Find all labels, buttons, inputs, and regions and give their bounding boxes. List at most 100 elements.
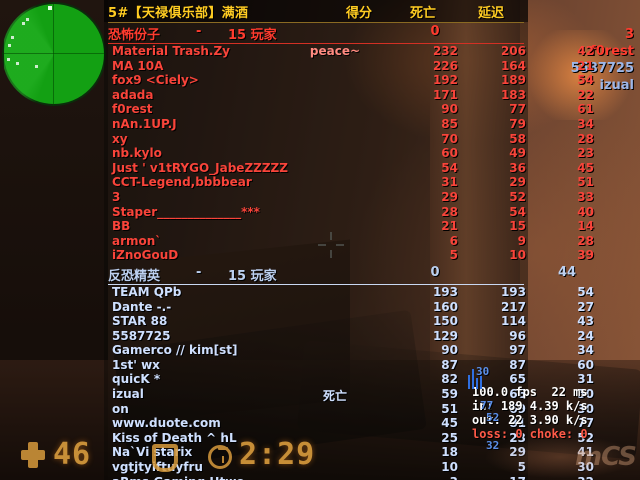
radar-axis-vertical xyxy=(53,2,54,106)
player-name: STAR 88 xyxy=(112,314,168,329)
netgraph-gauge-label: 32 xyxy=(486,439,499,453)
player-score: 82 xyxy=(441,372,458,387)
radar-blip xyxy=(16,62,19,65)
player-score: 60 xyxy=(441,146,458,161)
player-deaths: 10 xyxy=(509,248,526,263)
scoreboard-row: quicK * 82 65 31 xyxy=(104,372,594,387)
player-score: 192 xyxy=(432,73,458,88)
watermark: mCS xyxy=(486,436,636,478)
player-deaths: 189 xyxy=(500,73,526,88)
team-divider xyxy=(108,283,524,285)
netgraph-out: out: 22 3.90 k/s xyxy=(472,413,588,427)
radar-blip xyxy=(48,6,52,10)
player-score: 90 xyxy=(441,102,458,117)
player-name: iZnoGouD xyxy=(112,248,179,263)
background-pillar xyxy=(430,0,520,380)
scoreboard-row: MA 10A 226 164 21 xyxy=(104,58,594,74)
player-score: 59 xyxy=(441,387,458,402)
radar-axis-horizontal xyxy=(2,53,106,54)
scoreboard-row: www.duote.com 45 81 77 xyxy=(104,416,594,431)
player-deaths: 29 xyxy=(509,175,526,190)
scoreboard-row: fox9 <Ciely> 192 189 54 xyxy=(104,73,594,88)
player-name: armon` xyxy=(112,233,162,248)
player-ping: 34 xyxy=(577,116,594,131)
scoreboard-teams: 恐怖份子 -15 玩家 0 Material Trash.Zy peace~ 232 206… xyxy=(104,22,594,480)
kill-feed-entry: f0rest xyxy=(590,44,634,59)
player-ping: 45 xyxy=(577,160,594,175)
radar-blip xyxy=(7,58,10,61)
player-deaths: 9 xyxy=(517,233,526,248)
player-score: 28 xyxy=(441,204,458,219)
player-name: Material Trash.Zy xyxy=(112,44,230,58)
scoreboard-row: armon` 6 9 28 xyxy=(104,233,594,249)
player-name: TEAM QPb xyxy=(112,284,182,299)
player-deaths: 17 xyxy=(472,475,526,480)
player-score: 54 xyxy=(441,160,458,175)
scoreboard-row: BB 21 15 14 xyxy=(104,219,594,234)
player-ping: 39 xyxy=(577,248,594,263)
scoreboard: 5#【天禄俱乐部】满酒 得分 死亡 延迟 恐怖份子 - 15 玩家 0 Material… xyxy=(104,0,594,480)
hud-bar: 46 2:29 mCS xyxy=(0,428,640,480)
player-ping: 42 xyxy=(577,44,594,58)
player-deaths: 58 xyxy=(509,131,526,146)
player-score: 21 xyxy=(441,219,458,234)
team-ping: 44 xyxy=(557,264,577,280)
netgraph-gauge-label: 52 xyxy=(486,411,500,424)
netgraph-fps: 100.0 fps xyxy=(472,385,538,399)
team-score: 0 xyxy=(430,24,440,39)
team-name: 恐怖份子 xyxy=(108,28,161,43)
clock-icon xyxy=(208,444,232,469)
netgraph-in: in: 189 4.39 k/s xyxy=(472,399,588,413)
hud-armor xyxy=(152,444,178,472)
player-deaths: 87 xyxy=(509,357,526,372)
player-score: 45 xyxy=(441,416,458,431)
player-score: 18 xyxy=(441,445,458,460)
player-deaths: 97 xyxy=(509,343,526,358)
player-score: 129 xyxy=(432,328,458,343)
server-title: 5#【天禄俱乐部】满酒 xyxy=(108,6,249,21)
player-name: 1st' wx xyxy=(112,357,160,372)
player-deaths: 77 xyxy=(509,102,526,117)
player-ping: 22 xyxy=(577,87,594,102)
scoreboard-row: 5587725 129 96 24 xyxy=(104,328,594,344)
player-ping: 28 xyxy=(577,131,594,146)
player-score: 6 xyxy=(449,233,458,248)
player-ping: 77 xyxy=(577,416,594,431)
player-name: f0rest xyxy=(112,102,153,117)
armor-shield-icon xyxy=(152,444,178,472)
hud-timer: 2:29 xyxy=(208,437,315,472)
radar-blip xyxy=(35,65,38,68)
scoreboard-row: on 51 69 30 xyxy=(104,401,594,417)
radar-blip xyxy=(26,18,29,21)
player-name: quicK * xyxy=(112,372,161,387)
player-name: adada xyxy=(112,87,154,102)
player-ping: 40 xyxy=(577,204,594,219)
player-ping: 30 xyxy=(540,460,594,474)
scoreboard-row: Material Trash.Zy peace~ 232 206 42 xyxy=(104,44,594,59)
scoreboard-row: 3 29 52 33 xyxy=(104,189,594,205)
player-name: aRms.Gaming Htwo. xyxy=(112,475,249,480)
player-name: MA 10A xyxy=(112,58,164,73)
player-deaths: 114 xyxy=(500,314,526,329)
player-deaths: 54 xyxy=(509,204,526,219)
kill-feed-entry: 3 xyxy=(624,27,634,42)
scoreboard-row: adada 171 183 22 xyxy=(104,87,594,103)
player-deaths: 69 xyxy=(509,401,526,416)
player-name: Staper______________*** xyxy=(112,204,260,219)
player-ping: 50 xyxy=(577,387,594,402)
player-status: 死亡 xyxy=(322,389,347,404)
player-ping: 54 xyxy=(577,284,594,299)
player-score: 5 xyxy=(449,248,458,263)
player-name: Just ' v1tRYGO_JabeZZZZZ xyxy=(112,160,288,175)
player-deaths: 217 xyxy=(500,299,526,314)
crosshair xyxy=(318,232,344,258)
player-ping: 28 xyxy=(577,233,594,248)
player-ping: 21 xyxy=(577,58,594,73)
scoreboard-row: 1st' wx 87 87 60 xyxy=(104,357,594,373)
scoreboard-row: izual 死亡 59 66 50 xyxy=(104,387,594,404)
player-ping: 60 xyxy=(577,357,594,372)
player-ping: 27 xyxy=(577,299,594,314)
netgraph-gauge-label: 30 xyxy=(476,365,490,378)
player-name: CCT-Legend,bbbbear xyxy=(112,175,252,190)
player-name: 3 xyxy=(112,189,121,204)
